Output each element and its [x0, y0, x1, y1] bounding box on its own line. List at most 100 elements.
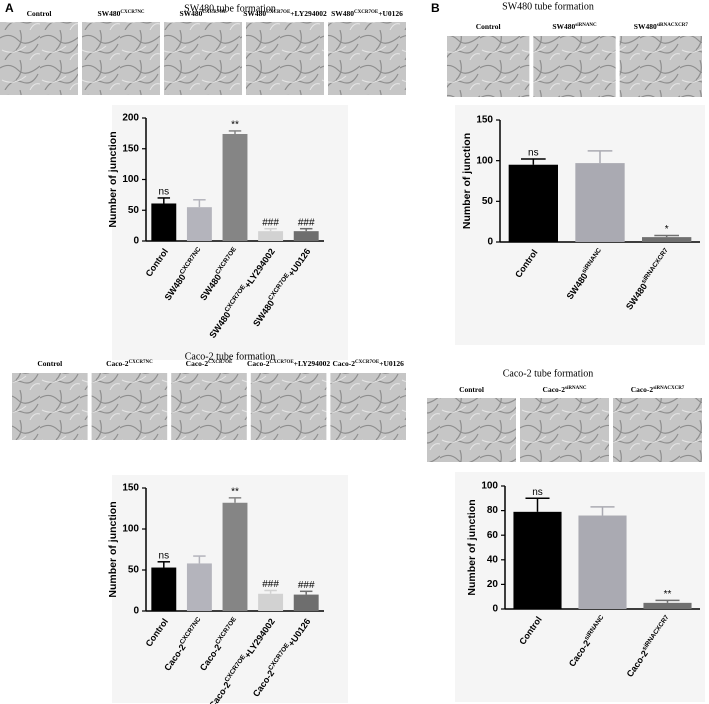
y-tick-label: 60: [487, 530, 499, 541]
micrograph: [447, 36, 530, 97]
y-tick-label: 50: [482, 196, 494, 207]
label-sup: CXCR7OE: [355, 360, 380, 365]
significance-label: ###: [298, 580, 315, 591]
panel-letter: B: [431, 1, 440, 15]
bar: [258, 231, 284, 241]
image-label: Caco-2CXCR7OE: [186, 359, 233, 368]
bar: [508, 164, 558, 242]
label-sup: siRNACXCR7: [653, 386, 685, 391]
bar: [222, 133, 248, 241]
micrograph: [171, 373, 247, 440]
image-label: Control: [476, 22, 501, 31]
y-axis-label: Number of junction: [461, 133, 473, 229]
y-tick-label: 100: [122, 524, 139, 535]
label-text: Control: [459, 385, 484, 394]
label-text: SW480: [97, 9, 120, 18]
y-tick-label: 0: [133, 236, 139, 247]
y-tick-label: 0: [487, 237, 493, 248]
significance-label: ns: [159, 550, 170, 561]
micrograph: [12, 373, 88, 440]
significance-label: ns: [528, 148, 539, 159]
y-tick-label: 0: [492, 604, 498, 615]
y-tick-label: 150: [122, 143, 139, 154]
bar: [575, 163, 625, 242]
significance-label: **: [231, 486, 239, 497]
label-text: SW480: [331, 9, 354, 18]
label-text: Control: [27, 9, 52, 18]
micrograph: [246, 22, 324, 95]
label-sup: CXCR7OE: [354, 10, 379, 15]
micrograph: [250, 373, 327, 440]
image-label: Control: [37, 359, 62, 368]
micrograph: [328, 22, 406, 95]
image-label: SW480CXCR7OE: [179, 9, 227, 18]
label-sup: siRNACXCR7: [657, 23, 689, 28]
label-text: Caco-2: [631, 385, 654, 394]
micrograph: [520, 398, 609, 462]
y-tick-label: 20: [487, 579, 499, 590]
micrograph: [91, 373, 168, 440]
y-tick-label: 150: [476, 115, 493, 126]
image-label: Control: [459, 385, 484, 394]
image-label: SW480CXCR7NC: [97, 9, 144, 18]
bar: [258, 593, 284, 611]
y-axis-label: Number of junction: [466, 499, 478, 595]
label-text: Caco-2: [106, 359, 129, 368]
label-suffix: +U0126: [379, 359, 404, 368]
y-axis-label: Number of junction: [107, 501, 119, 597]
label-sup: CXCR7NC: [120, 10, 145, 15]
image-label: SW480CXCR7OE+LY294002: [243, 9, 327, 18]
label-text: Control: [476, 22, 501, 31]
y-tick-label: 200: [122, 113, 139, 124]
bar: [643, 602, 692, 609]
significance-label: **: [664, 589, 672, 600]
image-label: Caco-2CXCR7OE+LY294002: [247, 359, 330, 368]
image-label: Caco-2siRNACXCR7: [631, 385, 685, 394]
y-tick-label: 50: [128, 205, 140, 216]
micrograph: [164, 22, 242, 95]
label-sup: CXCR7OE: [266, 10, 291, 15]
micrograph: [82, 22, 160, 95]
y-tick-label: 100: [122, 174, 139, 185]
significance-label: *: [665, 224, 669, 235]
image-label: SW480CXCR7OE+U0126: [331, 9, 403, 18]
label-text: Caco-2: [333, 359, 356, 368]
label-suffix: +LY294002: [294, 359, 331, 368]
chart-title: Caco-2 tube formation: [503, 368, 594, 379]
significance-label: ###: [298, 217, 315, 228]
label-sup: CXCR7OE: [202, 10, 227, 15]
bar: [186, 207, 212, 241]
y-tick-label: 50: [128, 565, 140, 576]
bar: [151, 567, 177, 611]
y-tick-label: 100: [476, 155, 493, 166]
image-label: SW480siRNACXCR7: [634, 22, 689, 31]
label-sup: siRNANC: [565, 386, 587, 391]
micrograph: [427, 398, 516, 462]
y-tick-label: 40: [487, 554, 499, 565]
significance-label: ###: [262, 217, 279, 228]
label-sup: CXCR7OE: [270, 360, 295, 365]
significance-label: **: [231, 120, 239, 131]
panel-letter: A: [5, 1, 14, 15]
image-label: Caco-2siRNANC: [543, 385, 587, 394]
micrograph: [533, 36, 616, 97]
y-tick-label: 150: [122, 483, 139, 494]
chart-title: Caco-2 tube formation: [185, 351, 276, 362]
significance-label: ###: [262, 579, 279, 590]
label-sup: siRNANC: [575, 23, 597, 28]
micrograph: [619, 36, 702, 97]
bar: [513, 511, 562, 609]
bar: [578, 515, 627, 609]
label-text: SW480: [552, 22, 575, 31]
label-sup: CXCR7NC: [129, 360, 154, 365]
chart-title: SW480 tube formation: [184, 3, 276, 14]
label-sup: CXCR7OE: [208, 360, 233, 365]
significance-label: ns: [532, 487, 543, 498]
image-label: SW480siRNANC: [552, 22, 597, 31]
significance-label: ns: [159, 187, 170, 198]
label-suffix: +LY294002: [290, 9, 327, 18]
y-axis-label: Number of junction: [107, 131, 119, 227]
bar: [186, 563, 212, 611]
image-label: Caco-2CXCR7NC: [106, 359, 153, 368]
